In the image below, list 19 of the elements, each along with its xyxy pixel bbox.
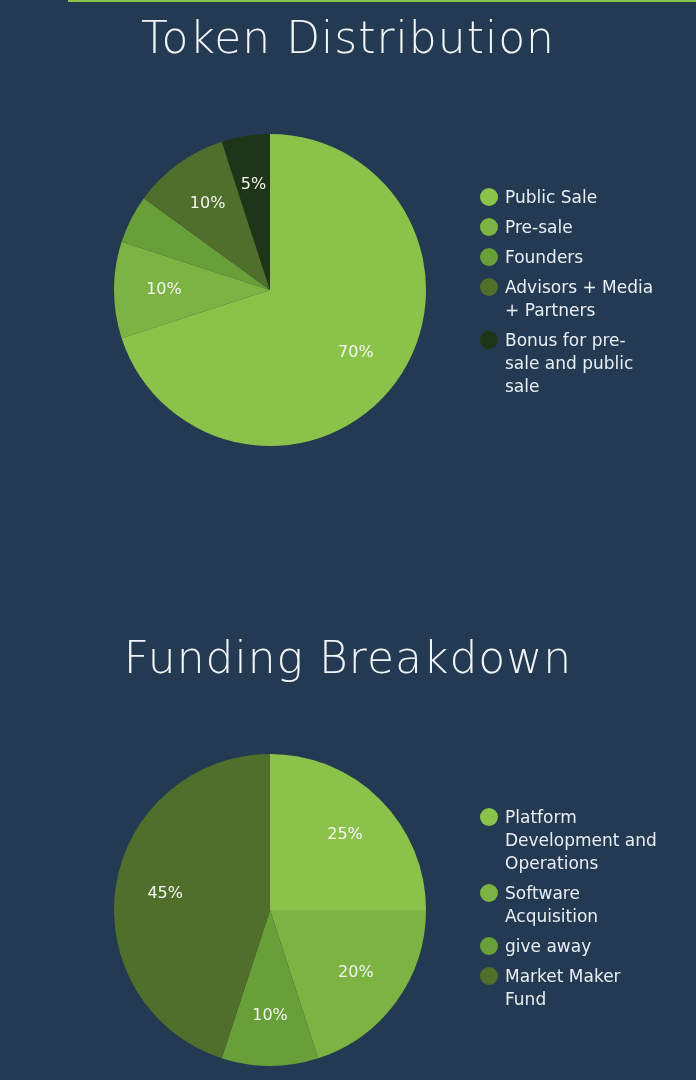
data-label: 45% xyxy=(147,882,184,902)
legend-label: Bonus for pre-sale and public sale xyxy=(505,329,635,398)
legend-label: Public Sale xyxy=(505,186,598,209)
legend-label: Advisors + Media + Partners xyxy=(505,276,655,322)
data-label: 5% xyxy=(240,174,267,194)
legend-label: Software Acquisition xyxy=(505,882,600,928)
data-label: 10% xyxy=(146,279,182,299)
legend-label: Pre-sale xyxy=(505,216,573,239)
data-label: 25% xyxy=(327,824,363,844)
data-label: 10% xyxy=(189,193,226,213)
data-label: 70% xyxy=(338,341,374,361)
chart-title: Funding Breakdown xyxy=(122,632,574,683)
data-label: 10% xyxy=(252,1005,288,1025)
legend-label: Founders xyxy=(505,246,584,269)
legend-label: Market Maker Fund xyxy=(505,965,622,1011)
legend-label: give away xyxy=(505,935,592,958)
chart-title: Token Distribution xyxy=(140,12,556,63)
legend-label: Platform Development and Operations xyxy=(505,806,658,875)
data-label: 20% xyxy=(338,961,374,981)
